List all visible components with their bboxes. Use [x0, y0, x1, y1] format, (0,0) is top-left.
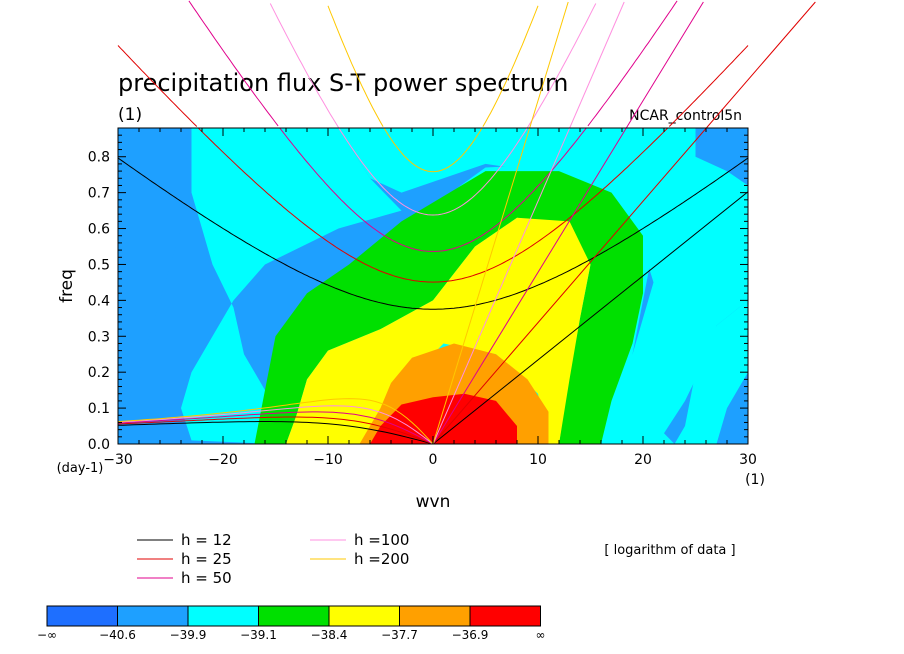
dispersion-curve-ext-h100-1 [527, 3, 597, 128]
plot-area [118, 128, 748, 444]
y-tick-label-5: 0.5 [88, 257, 110, 273]
x-tick-label-5: 20 [634, 452, 652, 468]
legend-label-h200: h =200 [354, 550, 409, 568]
colorbar-label-5: −37.7 [381, 628, 418, 642]
colorbar-label-1: −40.6 [99, 628, 136, 642]
contour-region-2 [338, 128, 748, 444]
dispersion-curve-ext-h200-1 [482, 5, 539, 127]
legend-label-h25: h = 25 [181, 550, 232, 568]
colorbar-swatch-2 [187, 605, 259, 627]
contour-region-0 [118, 128, 192, 419]
x-axis-label: wvn [416, 492, 451, 512]
x-tick-label-6: 30 [739, 452, 757, 468]
colorbar-swatch-0 [46, 605, 118, 627]
colorbar-swatch-5 [399, 605, 471, 627]
colorbar-swatch-3 [258, 605, 330, 627]
kelvin-ray-ext-h200 [529, 1, 569, 129]
legend-label-h50: h = 50 [181, 569, 232, 587]
colorbar-label-6: −36.9 [452, 628, 489, 642]
dispersion-curve-h50 [279, 128, 587, 252]
colorbar-swatch-6 [469, 605, 541, 627]
kelvin-ray-ext-h100 [569, 1, 625, 129]
rossby-curve-h50 [118, 411, 434, 444]
legend-label-h12: h = 12 [181, 531, 232, 549]
rossby-curve-h100 [118, 405, 434, 444]
colorbar-label-3: −39.1 [240, 628, 277, 642]
kelvin-ray-h200 [432, 128, 531, 444]
colorbar-label-4: −38.4 [311, 628, 348, 642]
kelvin-ray-h50 [432, 128, 627, 444]
rossby-curve-h200 [118, 398, 434, 444]
contour-region-1 [181, 128, 402, 444]
chart-title: precipitation flux S-T power spectrum [118, 69, 568, 97]
x-tick-label-3: 0 [429, 452, 438, 468]
x-tick-label-2: −10 [313, 452, 343, 468]
dispersion-curve-ext-h50-0 [188, 0, 279, 127]
contour-region-5 [286, 217, 591, 444]
y-tick-label-4: 0.4 [88, 293, 110, 309]
kelvin-ray-h100 [432, 128, 571, 444]
dispersion-curve-ext-h200-0 [327, 5, 384, 127]
colorbar-swatch-1 [117, 605, 189, 627]
colorbar-label-7: ∞ [536, 628, 546, 642]
rossby-curve-h12 [118, 421, 434, 444]
x-tick-label-1: −20 [208, 452, 238, 468]
kelvin-ray-h25 [432, 128, 708, 444]
data-note: [ logarithm of data ] [604, 543, 735, 558]
y-tick-label-8: 0.8 [88, 150, 110, 166]
title-units: (1) [118, 105, 142, 125]
dispersion-curve-h25 [197, 128, 669, 283]
x-tick-label-0: −30 [103, 452, 133, 468]
y-tick-label-2: 0.2 [88, 365, 110, 381]
dispersion-curve-h12 [118, 157, 748, 310]
colorbar-label-2: −39.9 [170, 628, 207, 642]
colorbar-swatch-4 [328, 605, 400, 627]
dispersion-curve-h200 [383, 128, 483, 173]
y-tick-label-3: 0.3 [88, 329, 110, 345]
y-axis-units: (day-1) [57, 461, 104, 476]
colorbar-label-0: −∞ [37, 628, 57, 642]
y-tick-label-6: 0.6 [88, 222, 110, 238]
dispersion-curve-h100 [338, 128, 528, 216]
rossby-curve-h25 [118, 416, 434, 444]
y-tick-label-7: 0.7 [88, 186, 110, 202]
y-axis-label: freq [57, 269, 77, 303]
dispersion-curve-ext-h50-1 [587, 0, 678, 127]
dispersion-curve-ext-h25-1 [668, 45, 749, 127]
colorbar: −∞ −40.6 −39.9 −39.1 −38.4 −37.7 −36.9 ∞ [37, 605, 546, 642]
kelvin-ray-h12 [432, 191, 748, 444]
y-tick-label-0: 0.0 [88, 437, 110, 453]
kelvin-ray-ext-h50 [625, 1, 704, 129]
dispersion-curve-ext-h25-0 [117, 45, 198, 127]
dispersion-curve-ext-h100-0 [269, 3, 339, 128]
y-tick-label-1: 0.1 [88, 401, 110, 417]
legend-label-h100: h =100 [354, 531, 409, 549]
kelvin-ray-ext-h25 [705, 1, 816, 129]
x-axis-units: (1) [745, 472, 765, 488]
x-tick-label-4: 10 [529, 452, 547, 468]
